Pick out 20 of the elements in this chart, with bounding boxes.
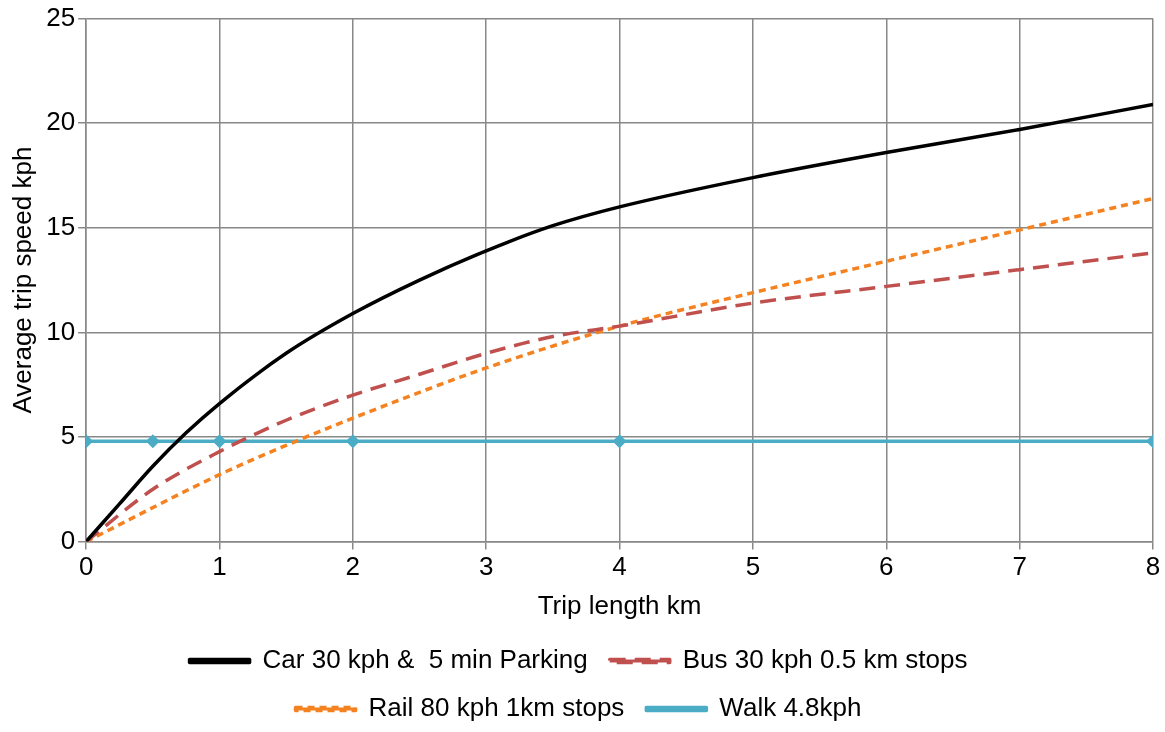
- x-tick-label: 4: [612, 551, 627, 582]
- y-tick-label: 15: [46, 210, 76, 241]
- legend-label: Bus 30 kph 0.5 km stops: [682, 644, 968, 675]
- x-tick-label: 1: [212, 551, 227, 582]
- x-tick-label: 8: [1145, 551, 1161, 582]
- y-tick-label: 10: [46, 315, 76, 346]
- legend-label: Rail 80 kph 1km stops: [368, 692, 625, 723]
- x-tick-label: 3: [478, 551, 494, 582]
- y-tick-label: 5: [60, 420, 76, 451]
- x-tick-label: 7: [1012, 551, 1027, 582]
- x-tick-label: 5: [745, 551, 761, 582]
- y-axis-title: Average trip speed kph: [6, 146, 37, 414]
- y-tick-label: 25: [46, 1, 76, 32]
- legend-label: Walk 4.8kph: [719, 692, 862, 723]
- y-tick-label: 0: [60, 524, 76, 555]
- y-tick-label: 20: [46, 106, 76, 137]
- legend-label: Car 30 kph & 5 min Parking: [262, 644, 588, 675]
- x-tick-label: 6: [879, 551, 894, 582]
- x-tick-label: 2: [345, 551, 361, 582]
- x-axis-title: Trip length km: [537, 589, 702, 620]
